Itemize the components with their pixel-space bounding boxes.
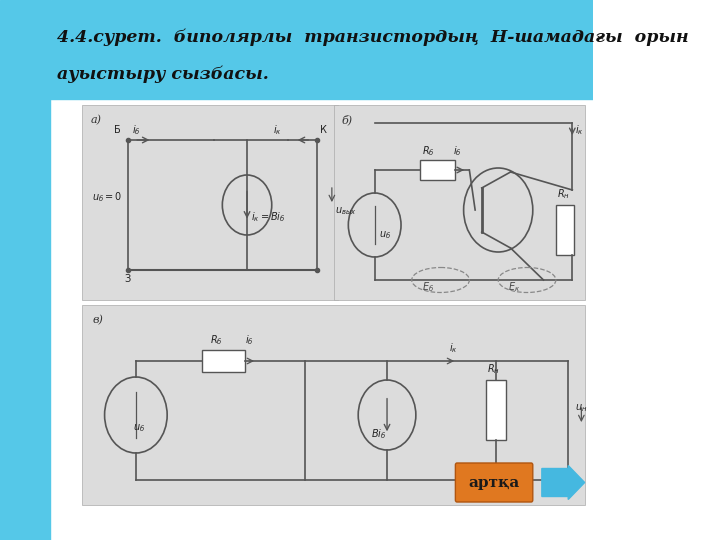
Bar (556, 205, 574, 255)
Text: $E_к$: $E_к$ (508, 280, 521, 294)
Text: $u_б$: $u_б$ (133, 422, 145, 434)
Text: $i_к=Bi_б$: $i_к=Bi_б$ (251, 210, 286, 224)
Bar (82, 105, 338, 300)
Text: артқа: артқа (469, 476, 520, 489)
Text: $u_б$: $u_б$ (379, 229, 391, 241)
Text: $u_{б}=0$: $u_{б}=0$ (92, 190, 122, 204)
Bar (82, 305, 585, 505)
Bar (202, 350, 245, 372)
Text: б): б) (342, 114, 353, 125)
Text: $R_б$: $R_б$ (422, 144, 434, 158)
Text: Б: Б (114, 125, 121, 135)
Text: $Bi_б$: $Bi_б$ (371, 427, 386, 441)
Bar (333, 105, 585, 300)
Bar (0, 99, 50, 540)
Bar (486, 380, 505, 440)
Text: в): в) (92, 315, 103, 325)
Text: а): а) (91, 114, 102, 125)
Text: 4.4.сурет.  биполярлы  транзистордың  Н-шамадағы  орын: 4.4.сурет. биполярлы транзистордың Н-шам… (57, 29, 688, 46)
Text: $i_к$: $i_к$ (449, 341, 457, 355)
Text: $i_б$: $i_б$ (132, 123, 140, 137)
Text: ауыстыру сызбасы.: ауыстыру сызбасы. (57, 65, 269, 83)
FancyArrow shape (542, 465, 585, 500)
Text: $u_н$: $u_н$ (575, 402, 587, 414)
Bar (420, 160, 454, 180)
Text: $R_н$: $R_н$ (557, 187, 570, 201)
Text: $i_б$: $i_б$ (245, 333, 253, 347)
Text: $R_н$: $R_н$ (487, 362, 500, 376)
Text: $E_б$: $E_б$ (423, 280, 435, 294)
Text: К: К (320, 125, 327, 135)
Text: $u_{вых}$: $u_{вых}$ (335, 205, 357, 217)
Text: $i_к$: $i_к$ (575, 123, 583, 137)
Bar (0, 0, 593, 99)
Text: З: З (125, 274, 130, 284)
Text: $R_б$: $R_б$ (210, 333, 222, 347)
Text: $i_к$: $i_к$ (274, 123, 282, 137)
Text: $i_б$: $i_б$ (453, 144, 462, 158)
FancyBboxPatch shape (455, 463, 533, 502)
